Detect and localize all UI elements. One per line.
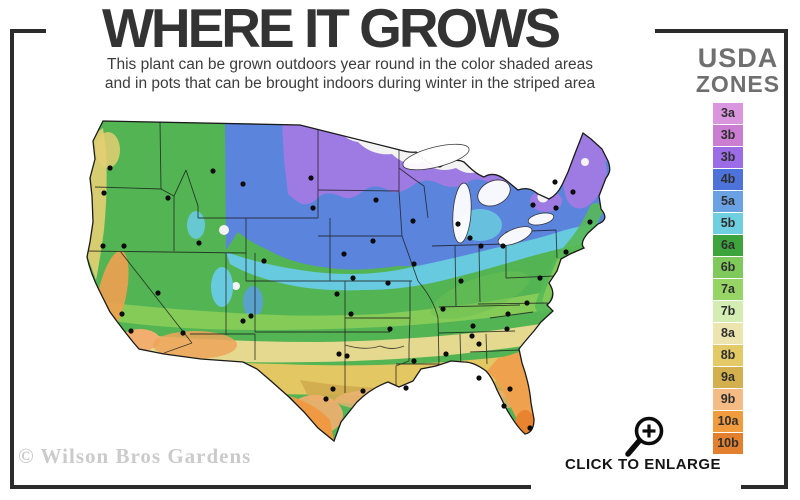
legend-zone-5b-5: 5b [713,213,743,234]
city-marker-dots [100,165,593,431]
page-title: WHERE IT GROWS [101,0,561,59]
legend-zone-5a-4: 5a [713,191,743,212]
legend-title-zones: ZONES [695,71,781,97]
legend-zone-6b-7: 6b [713,257,743,278]
legend-zone-3b-1: 3b [713,125,743,146]
subtitle-line-2: and in pots that can be brought indoors … [104,75,596,92]
magnifier-plus-icon[interactable] [616,414,672,460]
legend-zone-9a-12: 9a [713,367,743,388]
legend-zone-3b-2: 3b [713,147,743,168]
frame-left [10,29,14,489]
zone-legend-list: 3a 3b 3b 4b 5a 5b 6a 6b 7a 7b 8a 8b 9a 9b 10a 10b [713,103,743,455]
watermark: © Wilson Bros Gardens [18,444,252,468]
legend-zone-7a-8: 7a [713,279,743,300]
legend-zone-4b-3: 4b [713,169,743,190]
legend-zone-8b-11: 8b [713,345,743,366]
frame-right [784,29,788,489]
legend-zone-9b-13: 9b [713,389,743,410]
frame-top-left [10,29,46,33]
subtitle-line-1: This plant can be grown outdoors year ro… [107,56,593,73]
frame-top-right [655,29,788,33]
great-lakes [402,143,555,246]
legend-title-usda: USDA [697,43,779,73]
click-to-enlarge-label[interactable]: CLICK TO ENLARGE [564,456,722,473]
legend-zone-10b-15: 10b [713,433,743,454]
frame-bottom-left [10,485,531,489]
frame-bottom-right [741,485,788,489]
legend-zone-8a-10: 8a [713,323,743,344]
legend-zone-6a-6: 6a [713,235,743,256]
us-outline [86,120,611,443]
legend-zone-7b-9: 7b [713,301,743,322]
legend-zone-10a-14: 10a [713,411,743,432]
legend-zone-3a-0: 3a [713,103,743,124]
usda-zones-legend-header: USDA ZONES [688,44,788,96]
state-borders [87,121,558,393]
